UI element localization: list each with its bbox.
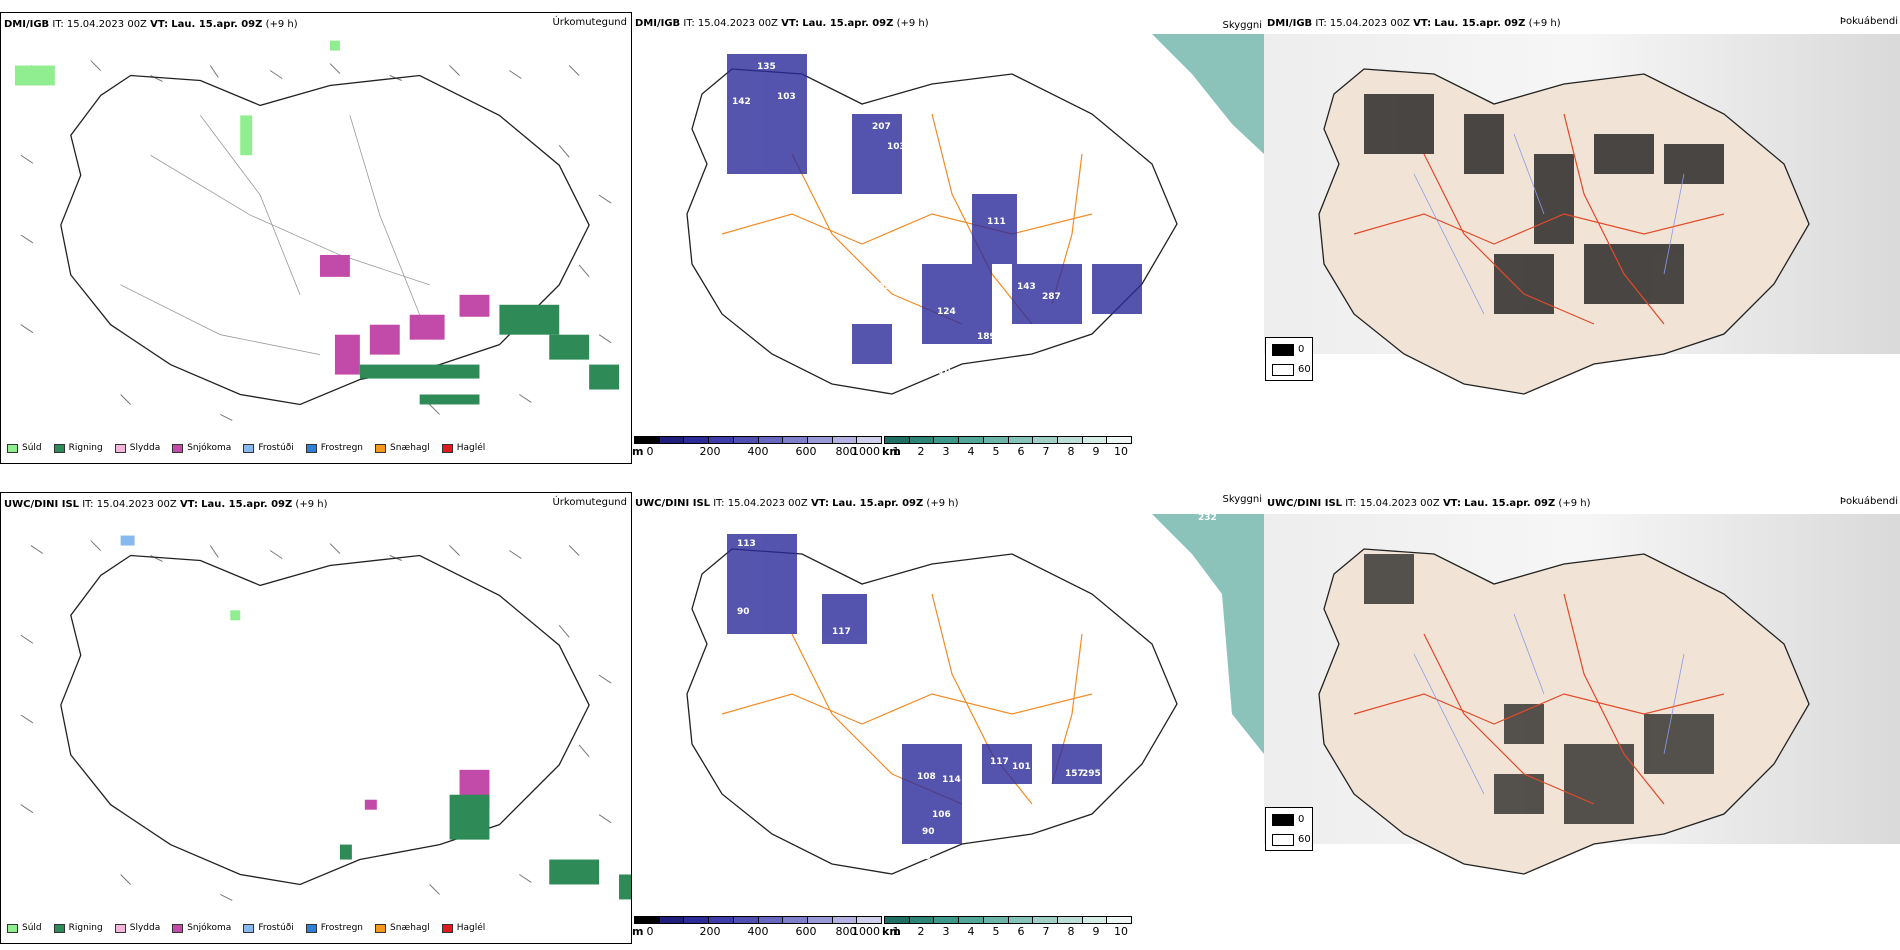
map-label: 287 bbox=[1042, 292, 1061, 302]
iceland-fog-map bbox=[1264, 34, 1900, 395]
map-label: 103 bbox=[912, 852, 931, 862]
panel-title-fog: Þokuábendi bbox=[1839, 16, 1898, 27]
map-label: 295 bbox=[1082, 769, 1101, 779]
legend-swatch bbox=[114, 923, 126, 933]
cloudbase-colorbar: 0 200 400 600 800 1000 m bbox=[632, 916, 882, 940]
legend-swatch bbox=[375, 443, 387, 453]
iceland-coast bbox=[686, 548, 1178, 875]
map-label: 207 bbox=[872, 122, 891, 132]
cloudbase-colorbar: 0 200 400 600 800 1000 m bbox=[632, 436, 882, 460]
iceland-coast bbox=[60, 554, 590, 886]
map-label: 106 bbox=[932, 810, 951, 820]
snow-areas bbox=[319, 254, 490, 375]
iceland-visibility-map: 113 90 72 117 108 114 117 101 157 295 10… bbox=[686, 514, 1264, 875]
fog-panel-row1: DMI/IGB IT: 15.04.2023 00Z VT: Lau. 15.a… bbox=[1264, 12, 1900, 464]
map-label: 117 bbox=[832, 627, 851, 637]
iceland-coast bbox=[686, 68, 1178, 395]
low-cloud-areas bbox=[727, 54, 1142, 364]
roads bbox=[120, 115, 430, 356]
fog-areas bbox=[1364, 94, 1724, 314]
panel-title-precip: Úrkomutegund bbox=[552, 497, 627, 508]
cloud-base-labels: 135 142 103 113 207 103 111 105 124 143 … bbox=[732, 62, 1061, 377]
iceland-precip-map bbox=[20, 535, 631, 901]
panel-title-precip: Úrkomutegund bbox=[552, 17, 627, 28]
roads bbox=[1353, 113, 1725, 325]
precip-legend: Súld Rigning Slydda Snjókoma Frostúði Fr… bbox=[1, 915, 631, 941]
map-label: 135 bbox=[757, 62, 776, 72]
drizzle-areas bbox=[14, 40, 340, 156]
row1-header: DMI/IGB IT: 15.04.2023 00Z VT: Lau. 15.a… bbox=[4, 19, 298, 30]
iceland-coast bbox=[60, 74, 590, 406]
map-label: 113 bbox=[737, 539, 756, 549]
map-label: 113 bbox=[807, 122, 826, 132]
map-label: 189 bbox=[977, 332, 996, 342]
map-label: 232 bbox=[1198, 514, 1217, 523]
map-label: 101 bbox=[1012, 762, 1031, 772]
iceland-fog-map bbox=[1264, 514, 1900, 875]
map-label: 117 bbox=[990, 757, 1009, 767]
row2-header-mid: UWC/DINI ISL IT: 15.04.2023 00Z VT: Lau.… bbox=[635, 498, 959, 509]
precip-panel-row2: UWC/DINI ISL IT: 15.04.2023 00Z VT: Lau.… bbox=[0, 492, 632, 944]
panel-title-visibility: Skyggni bbox=[1222, 20, 1262, 31]
legend-swatch bbox=[53, 923, 65, 933]
legend-swatch bbox=[172, 443, 184, 453]
visibility-panel-row2: UWC/DINI ISL IT: 15.04.2023 00Z VT: Lau.… bbox=[632, 492, 1264, 944]
legend-swatch bbox=[441, 923, 453, 933]
map-label: 103 bbox=[887, 142, 906, 152]
legend-swatch bbox=[53, 443, 65, 453]
map-label: 124 bbox=[937, 307, 956, 317]
map-label: 157 bbox=[1065, 769, 1084, 779]
legend-swatch bbox=[305, 923, 317, 933]
wind-barbs bbox=[20, 60, 612, 421]
legend-swatch bbox=[305, 443, 317, 453]
map-label: 72 bbox=[802, 602, 815, 612]
map-label: 111 bbox=[987, 217, 1006, 227]
map-label: 143 bbox=[1017, 282, 1036, 292]
precip-legend: Súld Rigning Slydda Snjókoma Frostúði Fr… bbox=[1, 435, 631, 461]
legend-swatch bbox=[7, 443, 18, 453]
map-label: 110 bbox=[932, 367, 951, 377]
roads bbox=[721, 113, 1093, 325]
fog-panel-row2: UWC/DINI ISL IT: 15.04.2023 00Z VT: Lau.… bbox=[1264, 492, 1900, 944]
legend-swatch bbox=[243, 923, 255, 933]
precip-panel-row1: DMI/IGB IT: 15.04.2023 00Z VT: Lau. 15.a… bbox=[0, 12, 632, 464]
legend-swatch bbox=[441, 443, 453, 453]
map-label: 114 bbox=[942, 775, 961, 785]
row1-header-mid: DMI/IGB IT: 15.04.2023 00Z VT: Lau. 15.a… bbox=[635, 18, 929, 29]
fog-legend: 0 60 bbox=[1265, 807, 1313, 851]
row2-header: UWC/DINI ISL IT: 15.04.2023 00Z VT: Lau.… bbox=[4, 499, 328, 510]
map-label: 142 bbox=[732, 97, 751, 107]
iceland-land bbox=[1318, 548, 1810, 875]
legend-swatch bbox=[243, 443, 255, 453]
row1-header-right: DMI/IGB IT: 15.04.2023 00Z VT: Lau. 15.a… bbox=[1267, 18, 1561, 29]
panel-title-visibility: Skyggni bbox=[1222, 494, 1262, 505]
iceland-precip-map bbox=[14, 40, 620, 421]
rain-areas bbox=[359, 304, 620, 405]
legend-swatch bbox=[7, 923, 18, 933]
panel-title-fog: Þokuábendi bbox=[1839, 496, 1898, 507]
visibility-colorbar: 1 2 3 4 5 6 7 8 9 10 km bbox=[882, 436, 1132, 460]
legend-swatch bbox=[375, 923, 387, 933]
row2-header-right: UWC/DINI ISL IT: 15.04.2023 00Z VT: Lau.… bbox=[1267, 498, 1591, 509]
map-label: 105 bbox=[872, 282, 891, 292]
map-label: 103 bbox=[777, 92, 796, 102]
iceland-visibility-map: 135 142 103 113 207 103 111 105 124 143 … bbox=[686, 34, 1264, 395]
visibility-colorbar: 1 2 3 4 5 6 7 8 9 10 km bbox=[882, 916, 1132, 940]
fog-legend: 0 60 bbox=[1265, 337, 1313, 381]
map-label: 90 bbox=[737, 607, 750, 617]
rivers bbox=[1413, 133, 1685, 315]
legend-swatch bbox=[114, 443, 126, 453]
legend-swatch bbox=[172, 923, 184, 933]
visibility-panel-row1: DMI/IGB IT: 15.04.2023 00Z VT: Lau. 15.a… bbox=[632, 12, 1264, 464]
map-label: 90 bbox=[922, 827, 935, 837]
map-label: 108 bbox=[917, 772, 936, 782]
